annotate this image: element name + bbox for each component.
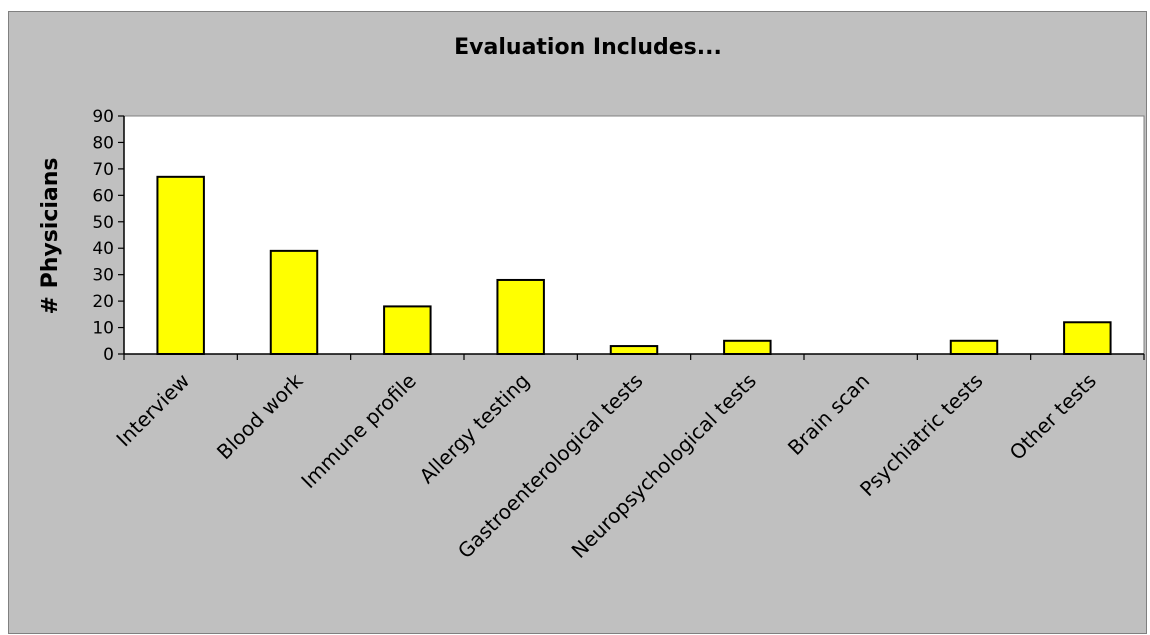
y-axis-label: # Physicians	[38, 157, 63, 314]
y-tick-label: 30	[92, 266, 114, 286]
bar-allergy-testing	[496, 278, 545, 356]
bar-other-tests	[1063, 321, 1112, 355]
y-tick-label: 0	[103, 345, 114, 365]
bar-interview	[156, 175, 205, 355]
y-tick-label: 70	[92, 160, 114, 180]
category-label: Brain scan	[783, 369, 874, 460]
category-label: Blood work	[212, 368, 308, 464]
chart-title: Evaluation Includes...	[454, 35, 722, 60]
bar-blood-work	[269, 249, 319, 355]
y-tick-label: 90	[92, 107, 114, 127]
y-tick-label: 20	[92, 292, 114, 312]
y-tick-label: 80	[92, 133, 114, 153]
bar-gastroenterological-tests	[609, 345, 659, 356]
bar-immune-profile	[383, 305, 432, 355]
bars-layer	[156, 175, 1112, 356]
y-tick-label: 40	[92, 239, 114, 259]
y-tick-label: 50	[92, 213, 114, 233]
bar-neuropsychological-tests	[723, 339, 772, 355]
category-label: Immune profile	[296, 369, 420, 493]
category-label: Interview	[111, 369, 194, 452]
y-tick-label: 60	[92, 186, 114, 206]
y-tick-label: 10	[92, 319, 114, 339]
category-label: Other tests	[1005, 369, 1101, 465]
category-label: Neuropsychological tests	[567, 369, 761, 563]
category-label: Psychiatric tests	[855, 369, 987, 501]
bar-psychiatric-tests	[949, 339, 999, 355]
category-label: Allergy testing	[415, 369, 535, 489]
category-label: Gastroenterological tests	[453, 369, 648, 564]
